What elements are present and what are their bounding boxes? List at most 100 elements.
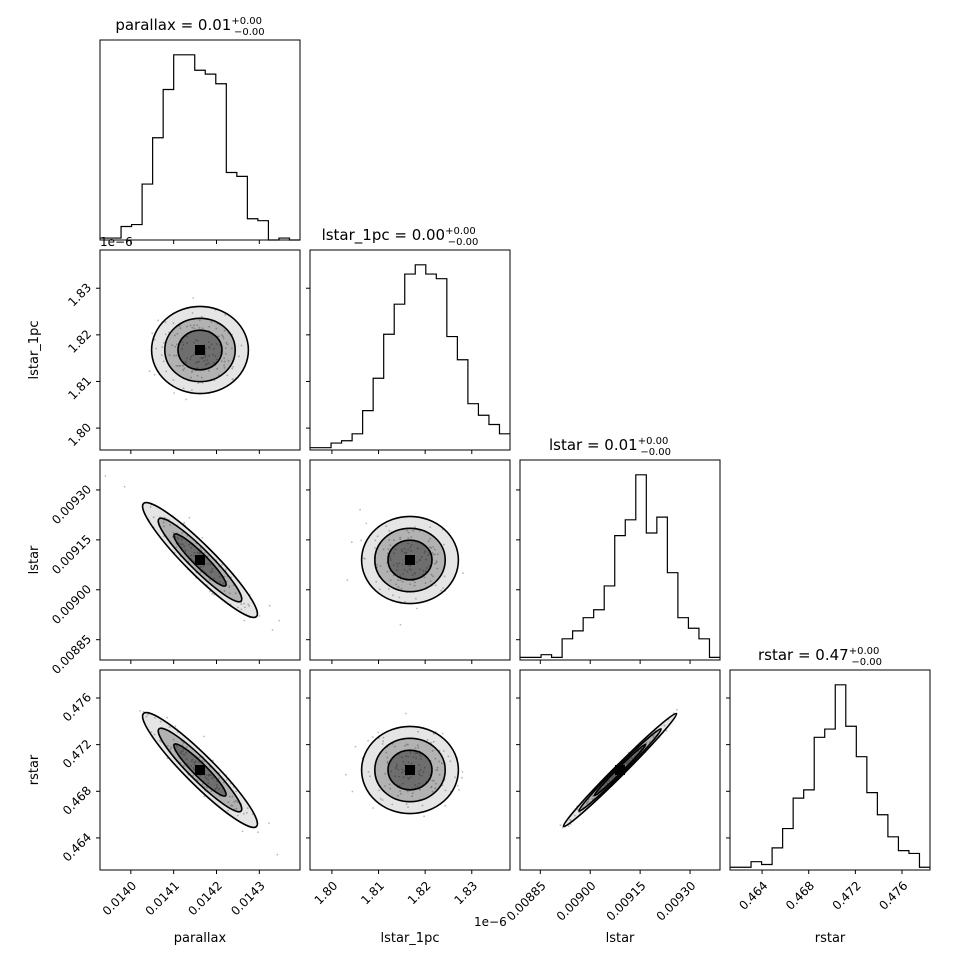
sample-point [190,355,193,358]
sample-point [201,536,204,539]
y-tick-label: 1.81 [65,374,94,403]
sample-point [155,347,158,350]
sample-point [429,526,431,528]
y-tick-label: 0.476 [60,690,94,724]
sample-point [153,717,156,719]
sample-point [419,755,422,758]
sample-point [268,822,270,825]
sample-point [147,713,149,716]
sample-point [401,768,404,771]
sample-point [212,776,215,779]
sample-point [193,341,195,344]
sample-point [232,584,235,587]
sample-point [434,787,437,790]
sample-point [203,360,206,362]
sample-point [168,726,171,729]
y-tick-label: 0.464 [60,830,94,864]
sample-point [204,354,207,357]
sample-point [409,546,412,549]
sample-point [435,769,437,772]
sample-point [559,824,562,827]
sample-point [367,739,369,742]
title-upper-error: +0.00 [445,226,476,237]
title-upper-error: +0.00 [638,436,669,447]
sample-point [243,619,246,622]
x-tick-label: 0.0140 [100,879,140,919]
sample-point [211,593,214,595]
sample-point [386,570,389,573]
sample-point [193,763,196,766]
sample-point [397,579,399,581]
sample-point [420,556,423,558]
sample-point [159,720,162,723]
sample-point [208,354,211,357]
sample-point [216,786,218,789]
sample-point [441,732,444,735]
sample-point [209,774,212,777]
y-tick-label: 0.00930 [49,482,94,527]
sample-point [425,558,428,561]
sample-point [417,746,420,749]
title-main: rstar = 0.47 [758,646,849,664]
sample-point [207,563,209,565]
sample-point [432,546,435,548]
sample-point [196,324,199,327]
sample-point [570,819,572,822]
sample-point [399,536,402,539]
sample-point [172,322,175,325]
sample-point [171,344,174,347]
sample-point [345,773,347,776]
sample-point [198,326,201,329]
sample-point [178,364,181,367]
title-lower-error: −0.00 [851,657,882,668]
sample-point [258,615,261,617]
sample-point [461,776,463,779]
sample-point [406,529,409,532]
sample-point [175,343,178,346]
sample-point [194,760,197,762]
sample-point [223,357,226,360]
sample-point [416,785,419,788]
sample-point [216,784,218,786]
sample-point [196,374,199,377]
sample-point [398,775,400,778]
sample-point [202,356,205,359]
sample-point [402,760,405,763]
sample-point [416,561,419,564]
x-tick-label: 0.0141 [143,879,183,919]
sample-point [573,814,576,817]
sample-point [416,607,418,610]
sample-point [179,752,182,755]
sample-point [431,552,434,554]
sample-point [401,563,404,566]
sample-point [174,725,177,728]
sample-point [346,579,349,581]
sample-point [182,369,185,372]
sample-point [183,545,186,548]
sample-point [235,807,238,810]
panel-frame-rstar-parallax [99,669,301,871]
sample-point [386,762,389,764]
sample-point [392,564,395,566]
sample-point [396,565,399,568]
sample-point [195,361,197,364]
sample-point [177,537,179,539]
x-tick-label: 0.00885 [504,879,549,924]
sample-point [429,580,432,582]
sample-point [196,339,199,342]
sample-point [586,802,588,805]
sample-point [182,387,185,390]
sample-point [203,735,205,738]
sample-point [359,508,361,511]
sample-point [407,777,409,779]
x-tick-label: 0.00900 [554,879,599,924]
sample-point [193,555,195,557]
sample-point [430,573,433,576]
x-offset-text: 1e−6 [474,915,507,929]
title-upper-error: +0.00 [231,16,262,27]
sample-point [424,582,427,584]
sample-point [382,740,385,743]
sample-point [184,360,187,363]
sample-point [162,521,165,524]
sample-point [576,808,579,811]
